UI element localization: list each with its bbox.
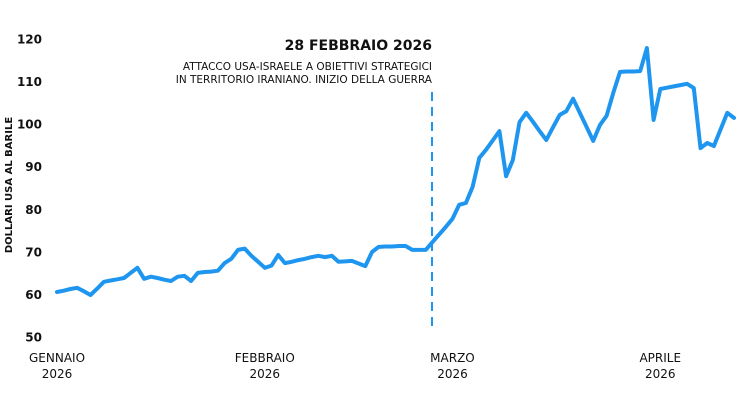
y-tick-label: 120 [17, 33, 42, 47]
y-tick-label: 60 [25, 288, 42, 302]
y-tick-label: 100 [17, 118, 42, 132]
y-tick-label: 110 [17, 75, 42, 89]
annotation-title: 28 FEBBRAIO 2026 [285, 38, 432, 54]
x-tick-label: APRILE 2026 [639, 351, 681, 381]
y-tick-label: 90 [25, 160, 42, 174]
x-tick-label: GENNAIO 2026 [29, 351, 85, 381]
annotation-text: ATTACCO USA-ISRAELE A OBIETTIVI STRATEGI… [183, 61, 432, 73]
y-tick-label: 50 [25, 331, 42, 345]
x-tick-label: MARZO 2026 [430, 351, 475, 381]
y-axis-label: DOLLARI USA AL BARILE [4, 117, 15, 253]
y-tick-label: 80 [25, 203, 42, 217]
annotation-text: IN TERRITORIO IRANIANO. INIZIO DELLA GUE… [176, 74, 433, 86]
y-tick-label: 70 [25, 245, 42, 259]
price-line [55, 46, 736, 297]
x-tick-label: FEBBRAIO 2026 [235, 351, 295, 381]
